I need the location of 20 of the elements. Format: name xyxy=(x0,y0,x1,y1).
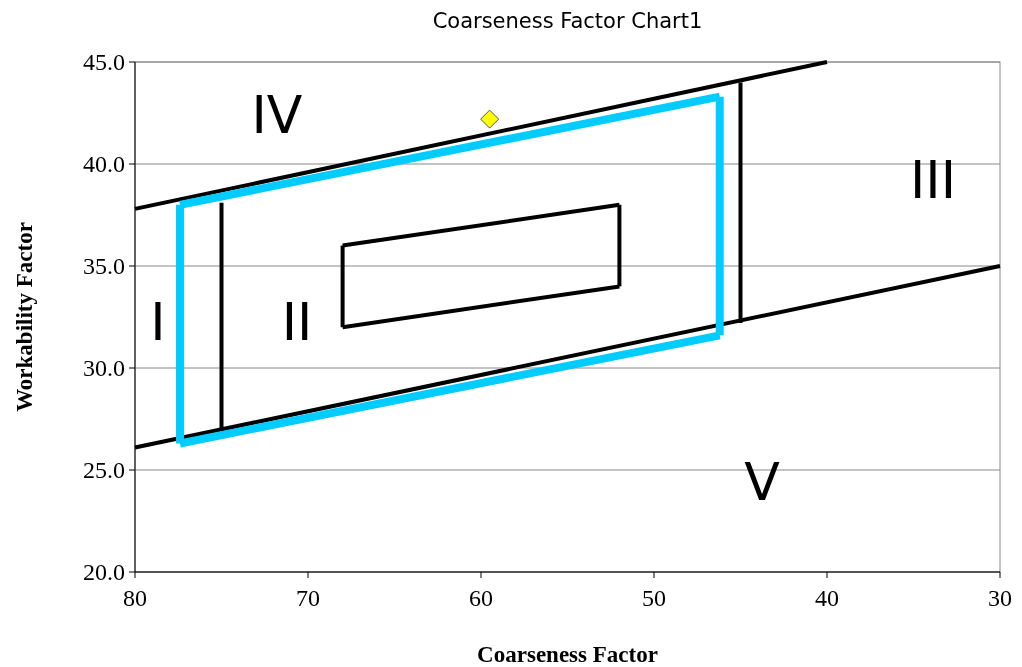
x-tick-label: 30 xyxy=(988,585,1012,611)
annotation: IV xyxy=(251,85,303,146)
y-tick-label: 35.0 xyxy=(83,253,125,280)
y-tick-label: 25.0 xyxy=(83,457,125,484)
x-tick-label: 60 xyxy=(469,585,493,611)
x-axis-title: Coarseness Factor xyxy=(477,642,658,667)
x-tick-label: 80 xyxy=(123,585,147,611)
y-axis-title: Workability Factor xyxy=(12,222,37,412)
x-tick-label: 70 xyxy=(296,585,320,611)
annotation: III xyxy=(909,150,957,211)
annotation: II xyxy=(281,292,313,353)
y-tick-label: 20.0 xyxy=(83,559,125,586)
y-tick-label: 40.0 xyxy=(83,151,125,178)
x-tick-label: 50 xyxy=(642,585,666,611)
y-tick-label: 30.0 xyxy=(83,355,125,382)
y-tick-label: 45.0 xyxy=(83,49,125,76)
chart-title: Coarseness Factor Chart1 xyxy=(432,9,703,33)
x-tick-label: 40 xyxy=(815,585,839,611)
annotation: V xyxy=(744,452,781,513)
annotation: I xyxy=(150,292,166,353)
